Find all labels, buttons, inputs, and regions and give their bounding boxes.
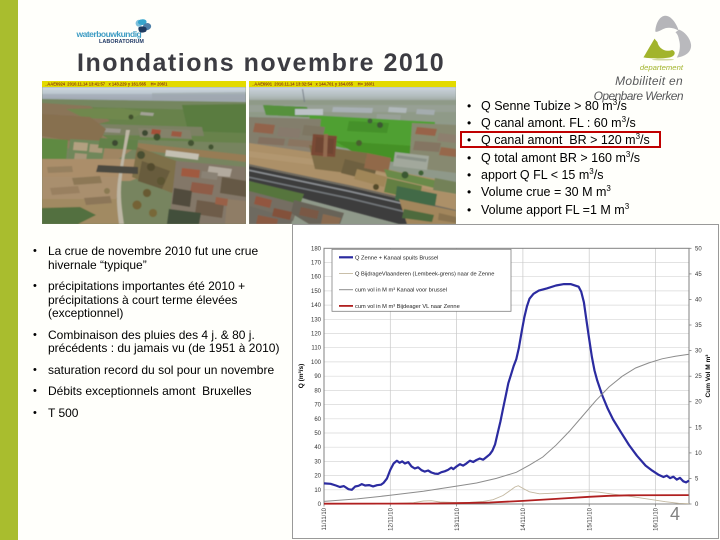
svg-text:100: 100 [311, 360, 322, 366]
svg-text:160: 160 [311, 275, 322, 281]
svg-text:_AAE6901 2010.11.14 13:32:54: _AAE6901 2010.11.14 13:32:54 x 144.701 y… [251, 82, 375, 87]
svg-text:40: 40 [695, 297, 702, 303]
svg-text:15: 15 [695, 425, 702, 431]
svg-text:cum vol in M m³ Bijdeager VL n: cum vol in M m³ Bijdeager VL naar Zenne [355, 304, 460, 310]
svg-text:110: 110 [311, 346, 321, 352]
svg-text:20: 20 [314, 474, 321, 480]
svg-text:50: 50 [314, 431, 321, 437]
svg-text:120: 120 [311, 332, 322, 338]
svg-text:30: 30 [314, 459, 321, 465]
svg-text:80: 80 [314, 388, 321, 394]
svg-text:25: 25 [695, 374, 702, 380]
svg-text:15/11/10: 15/11/10 [587, 507, 593, 531]
svg-text:cum vol in M m³ Kanaal voor br: cum vol in M m³ Kanaal voor brussel [355, 288, 447, 294]
svg-text:14/11/10: 14/11/10 [521, 507, 527, 531]
svg-text:35: 35 [695, 323, 702, 329]
svg-text:_AAE6924 2010.11.14 13:41:57: _AAE6924 2010.11.14 13:41:57 x 143.229 y… [44, 82, 168, 87]
svg-text:50: 50 [695, 246, 702, 252]
svg-text:Q (m³/s): Q (m³/s) [298, 364, 305, 389]
svg-text:10: 10 [695, 451, 702, 457]
svg-text:20: 20 [695, 400, 702, 406]
svg-text:140: 140 [311, 303, 322, 309]
svg-text:170: 170 [311, 261, 322, 267]
svg-text:45: 45 [695, 272, 702, 278]
svg-text:180: 180 [311, 246, 322, 252]
svg-text:11/11/10: 11/11/10 [322, 507, 328, 530]
svg-text:90: 90 [314, 374, 321, 380]
svg-text:70: 70 [314, 403, 321, 409]
svg-text:16/11/10: 16/11/10 [654, 507, 660, 531]
svg-text:130: 130 [311, 317, 322, 323]
svg-text:30: 30 [695, 349, 702, 355]
svg-text:40: 40 [314, 445, 321, 451]
svg-text:0: 0 [318, 502, 322, 508]
svg-text:0: 0 [695, 502, 699, 508]
svg-text:10: 10 [314, 488, 321, 494]
svg-text:Cum Vol M m³: Cum Vol M m³ [705, 354, 712, 398]
svg-text:Q BijdrageVlaanderen (Lembeek-: Q BijdrageVlaanderen (Lembeek-grens) naa… [355, 272, 494, 278]
svg-text:150: 150 [311, 289, 322, 295]
svg-text:12/11/10: 12/11/10 [389, 507, 395, 531]
svg-text:13/11/10: 13/11/10 [455, 507, 461, 531]
svg-text:5: 5 [695, 476, 699, 482]
svg-text:60: 60 [314, 417, 321, 423]
svg-text:Q Zenne + Kanaal spuits Brusse: Q Zenne + Kanaal spuits Brussel [355, 255, 438, 261]
